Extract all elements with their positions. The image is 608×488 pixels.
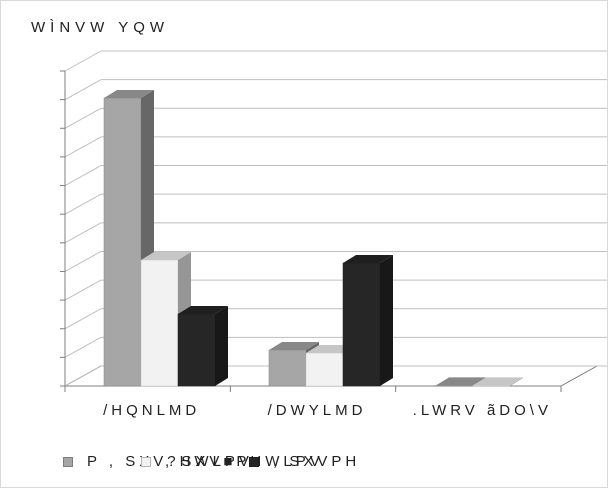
legend-swatch <box>249 457 259 467</box>
bar <box>178 306 228 386</box>
bar-front <box>269 350 306 386</box>
gridline-side <box>65 51 101 71</box>
bar <box>343 255 393 386</box>
gridline-side <box>65 80 101 100</box>
gridline-side <box>65 251 101 271</box>
bar-front <box>104 98 141 386</box>
category-label: /HQNLMD <box>103 402 200 419</box>
gridline-side <box>65 223 101 243</box>
bar-front <box>436 385 473 386</box>
bar-front <box>306 353 343 386</box>
category-label: .LWRV ãDO\V <box>413 402 552 419</box>
legend-label: , SXVPH <box>273 453 360 470</box>
legend: P , SXV?HWLPV, SXV■PHWLPV, SXVPH <box>1 453 608 483</box>
bar-side <box>380 255 393 386</box>
bar-front <box>141 260 178 386</box>
gridline-side <box>65 166 101 186</box>
legend-swatch <box>63 457 73 467</box>
legend-item: , SXVPH <box>249 453 360 470</box>
category-label: /DWYLMD <box>268 402 367 419</box>
bar-front <box>178 314 215 386</box>
category-labels: /HQNLMD/DWYLMD .LWRV ãDO\V <box>103 402 552 419</box>
bar-side <box>215 306 228 386</box>
legend-swatch <box>141 457 151 467</box>
bars <box>104 90 523 386</box>
gridline-side <box>65 280 101 300</box>
gridline-side <box>65 194 101 214</box>
bar-front <box>343 263 380 386</box>
bar-chart: /HQNLMD/DWYLMD .LWRV ãDO\V <box>1 1 607 451</box>
bar-front <box>473 385 510 386</box>
gridline-side <box>65 108 101 128</box>
gridline-side <box>65 137 101 157</box>
gridline-side <box>65 309 101 329</box>
gridline-side <box>65 337 101 357</box>
